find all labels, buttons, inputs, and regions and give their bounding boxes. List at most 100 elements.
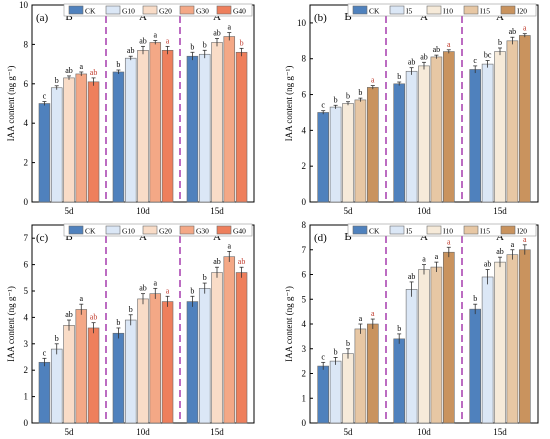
bar xyxy=(124,57,137,203)
bar-letter: a xyxy=(371,309,375,318)
bar-letter: a xyxy=(166,36,170,45)
legend-swatch xyxy=(216,5,232,15)
bar-letter: a xyxy=(228,241,232,250)
bar xyxy=(124,319,137,424)
x-tick-label: 10d xyxy=(417,427,431,437)
legend-label: CK xyxy=(85,227,96,236)
legend-label: I20 xyxy=(517,7,527,16)
y-tick-label: 2 xyxy=(302,369,307,379)
bar xyxy=(63,77,75,203)
x-tick-label: 10d xyxy=(417,206,431,216)
bar xyxy=(342,103,354,203)
bar-letter: c xyxy=(43,348,47,357)
legend-swatch xyxy=(426,225,442,235)
legend-label: G20 xyxy=(159,7,172,16)
bar-letter: ab xyxy=(139,36,147,45)
legend-swatch xyxy=(142,5,158,15)
bar-letter: a xyxy=(447,237,451,246)
bar xyxy=(366,87,379,203)
bar xyxy=(223,256,236,424)
bar-letter: ab xyxy=(90,68,98,77)
legend-swatch xyxy=(500,225,516,235)
bar-letter: b xyxy=(346,92,350,101)
legend-label: G10 xyxy=(122,227,135,236)
y-tick-label: 0 xyxy=(24,418,29,428)
bar-letter: a xyxy=(422,255,426,264)
group-letter: A xyxy=(420,231,428,243)
y-axis-label: IAA content (ng g⁻¹) xyxy=(6,286,16,362)
bar xyxy=(418,65,430,203)
bar xyxy=(405,289,418,424)
legend-label: G40 xyxy=(233,227,246,236)
bar xyxy=(405,70,418,203)
y-tick-label: 4 xyxy=(302,319,307,329)
y-tick-label: 8 xyxy=(302,220,307,230)
y-tick-label: 8 xyxy=(302,54,307,64)
bar xyxy=(161,301,174,424)
bar-letter: ab xyxy=(213,257,221,266)
bar xyxy=(137,298,149,424)
bar xyxy=(317,365,330,424)
bar-letter: a xyxy=(166,286,170,295)
bar xyxy=(506,254,519,424)
bar-letter: ab xyxy=(65,310,73,319)
bar-letter: ab xyxy=(65,66,73,75)
legend-swatch xyxy=(179,225,195,235)
bar-letter: b xyxy=(116,60,120,69)
y-axis-label: IAA content (ng g⁻¹) xyxy=(284,66,294,142)
bar-letter: b xyxy=(334,95,338,104)
bar xyxy=(506,40,519,203)
bar xyxy=(481,63,494,203)
legend-label: I10 xyxy=(443,7,453,16)
legend-label: G10 xyxy=(122,7,135,16)
y-tick-label: 3 xyxy=(302,344,307,354)
bar xyxy=(186,301,199,424)
legend-label: I20 xyxy=(517,227,527,236)
x-tick-label: 15d xyxy=(210,206,224,216)
y-tick-label: 0 xyxy=(302,197,307,207)
legend-swatch xyxy=(500,5,516,15)
bar-letter: b xyxy=(397,324,401,333)
bar xyxy=(63,325,75,424)
bar-letter: ab xyxy=(420,52,428,61)
bar-letter: ab xyxy=(90,313,98,322)
y-tick-label: 6 xyxy=(24,260,29,270)
y-tick-label: 0 xyxy=(24,197,29,207)
bar xyxy=(211,272,223,424)
x-tick-label: 10d xyxy=(136,427,150,437)
bar-letter: b xyxy=(190,286,194,295)
x-tick-label: 5d xyxy=(344,206,354,216)
bar-letter: a xyxy=(154,30,158,39)
bar-letter: a xyxy=(447,40,451,49)
bar xyxy=(518,249,531,424)
group-letter: B xyxy=(344,11,351,23)
bar-letter: b xyxy=(203,40,207,49)
bar-letter: b xyxy=(334,347,338,356)
group-letter: A xyxy=(139,231,147,243)
bar xyxy=(112,332,125,424)
bar xyxy=(112,71,125,203)
bar xyxy=(198,53,211,203)
legend-swatch xyxy=(179,5,195,15)
bar xyxy=(50,87,63,203)
x-tick-label: 15d xyxy=(493,427,507,437)
group-letter: A xyxy=(496,11,504,23)
legend-swatch xyxy=(68,5,84,15)
legend-label: CK xyxy=(85,7,96,16)
bar xyxy=(481,276,494,424)
legend-label: I5 xyxy=(406,227,412,236)
legend-swatch xyxy=(352,225,368,235)
bar xyxy=(149,42,162,203)
y-tick-label: 6 xyxy=(302,270,307,280)
group-letter: A xyxy=(420,11,428,23)
panel-label: (c) xyxy=(36,232,49,244)
y-tick-label: 4 xyxy=(24,118,29,128)
legend-swatch xyxy=(352,5,368,15)
bar-letter: a xyxy=(359,314,363,323)
bar xyxy=(198,288,211,424)
bar xyxy=(354,99,367,203)
